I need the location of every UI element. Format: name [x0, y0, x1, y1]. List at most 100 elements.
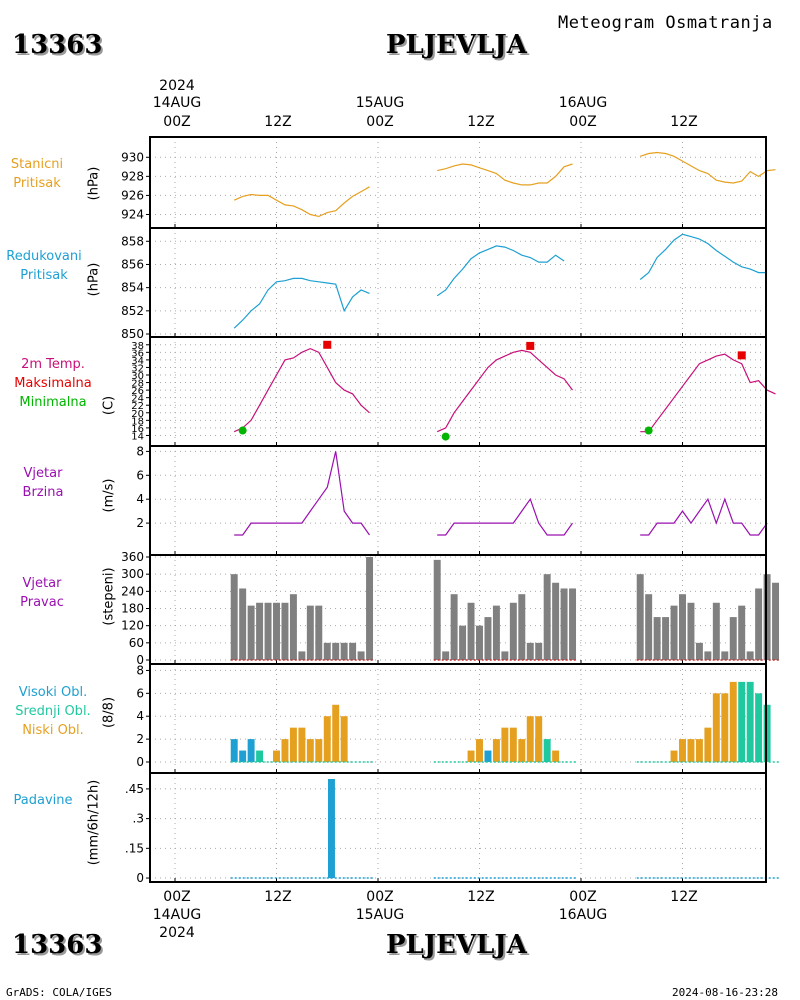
- bar: [704, 727, 712, 762]
- bar: [323, 716, 331, 762]
- max-temp-marker: [323, 340, 332, 349]
- bar: [298, 727, 306, 762]
- panel-4: 2 4 6 8: [136, 444, 768, 556]
- clouds-label-line-2: Srednji Obl.: [15, 704, 91, 719]
- bar: [662, 617, 670, 660]
- tick-label-top-2: 12Z: [264, 114, 292, 130]
- y-tick-label: 240: [121, 584, 144, 598]
- y-tick-label: 2: [136, 516, 144, 530]
- bar: [738, 605, 746, 660]
- series-line: [233, 347, 370, 433]
- bar: [763, 704, 771, 762]
- series-line: [436, 349, 573, 433]
- clouds-label-line-3: Niski Obl.: [22, 723, 84, 738]
- date-label-bottom-3: 16AUG: [558, 907, 608, 923]
- tick-label-bottom-3: 00Z: [366, 889, 394, 905]
- bar: [306, 739, 314, 762]
- bar: [323, 642, 331, 660]
- min-temp-marker: [644, 426, 653, 435]
- bar: [526, 642, 534, 660]
- bar: [315, 605, 323, 660]
- tick-label-bottom-2: 12Z: [264, 889, 292, 905]
- bar: [509, 727, 517, 762]
- bar: [755, 588, 763, 660]
- footer-credit: GrADS: COLA/IGES: [6, 986, 112, 999]
- y-tick-label: 34: [131, 356, 144, 367]
- bar: [729, 617, 737, 660]
- bar: [695, 642, 703, 660]
- series-line: [640, 353, 776, 433]
- bar: [442, 651, 450, 660]
- series-line: [233, 277, 370, 329]
- bar: [476, 739, 483, 762]
- date-label-bottom-1: 14AUG: [152, 907, 202, 923]
- bar: [509, 602, 517, 660]
- series-line: [234, 451, 370, 536]
- bar: [281, 602, 289, 660]
- bar: [746, 681, 754, 762]
- bar: [501, 651, 509, 660]
- panel-frame: [149, 136, 767, 229]
- y-tick-label: 120: [121, 619, 144, 633]
- y-tick-label: 360: [121, 550, 144, 564]
- precip-panel-label: Padavine: [0, 791, 93, 810]
- clouds-label-line-1: Visoki Obl.: [18, 685, 88, 700]
- bar: [476, 625, 483, 660]
- y-tick-label: 30: [131, 371, 144, 382]
- tick-label-top-3: 00Z: [366, 114, 394, 130]
- y-tick-label: 18: [131, 416, 144, 427]
- wind-dir-label-line-2: Pravac: [20, 595, 64, 610]
- bar: [501, 727, 509, 762]
- y-tick-label: 854: [121, 281, 144, 295]
- bar: [535, 642, 543, 660]
- reduced-pressure-panel-label: Redukovani Pritisak: [0, 247, 94, 285]
- precip-label-line-1: Padavine: [13, 793, 73, 808]
- bar: [328, 779, 335, 879]
- bar: [543, 739, 551, 762]
- wind-speed-panel-label: Vjetar Brzina: [0, 464, 93, 502]
- bar: [552, 582, 560, 660]
- chart-subtitle: Meteogram Osmatranja: [558, 13, 773, 33]
- bar: [340, 716, 348, 762]
- bar: [772, 582, 780, 660]
- panel-frame: [149, 772, 767, 883]
- bar: [526, 716, 534, 762]
- clouds-panel-label: Visoki Obl. Srednji Obl. Niski Obl.: [3, 683, 103, 740]
- bar: [552, 750, 560, 762]
- bar: [264, 602, 272, 660]
- bar: [763, 574, 771, 660]
- y-tick-label: 26: [131, 386, 144, 397]
- bar: [256, 750, 264, 762]
- y-tick-label: 14: [131, 431, 144, 442]
- y-tick-label: 22: [131, 401, 144, 412]
- date-label-top-1: 14AUG: [152, 95, 202, 111]
- wind-speed-label-line-2: Brzina: [22, 485, 64, 500]
- y-tick-label: .45: [125, 782, 144, 796]
- temp-label-line-1: 2m Temp.: [21, 357, 85, 372]
- wind-dir-panel-label: Vjetar Pravac: [0, 574, 92, 612]
- pressure-panel-label: Stanicni Pritisak: [0, 155, 87, 193]
- y-tick-label: 60: [129, 636, 144, 650]
- reduced-label-line-2: Pritisak: [20, 268, 68, 283]
- year-label-bottom: 2024: [159, 925, 195, 941]
- bar: [653, 617, 661, 660]
- bar: [230, 739, 238, 762]
- bar: [450, 594, 458, 660]
- bar: [679, 739, 686, 762]
- y-tick-label: 24: [131, 394, 144, 405]
- y-tick-label: 858: [121, 234, 144, 248]
- y-tick-label: 2: [136, 732, 144, 746]
- y-tick-label: 16: [131, 424, 144, 435]
- y-tick-label: 0: [136, 653, 144, 667]
- panel-7: 0 .15 .3 .45: [125, 772, 780, 885]
- temperature-panel-label: 2m Temp. Maksimalna Minimalna: [3, 355, 103, 412]
- pressure-label-line-2: Pritisak: [13, 176, 61, 191]
- bar: [230, 574, 238, 660]
- series-line: [437, 497, 573, 536]
- footer-station-id: 13363: [12, 930, 103, 960]
- max-temp-marker: [526, 341, 535, 350]
- bar: [273, 602, 280, 660]
- bar: [467, 602, 475, 660]
- panel-5: 0 60 120 180 240 300 360: [121, 550, 780, 667]
- y-tick-label: 8: [136, 444, 144, 458]
